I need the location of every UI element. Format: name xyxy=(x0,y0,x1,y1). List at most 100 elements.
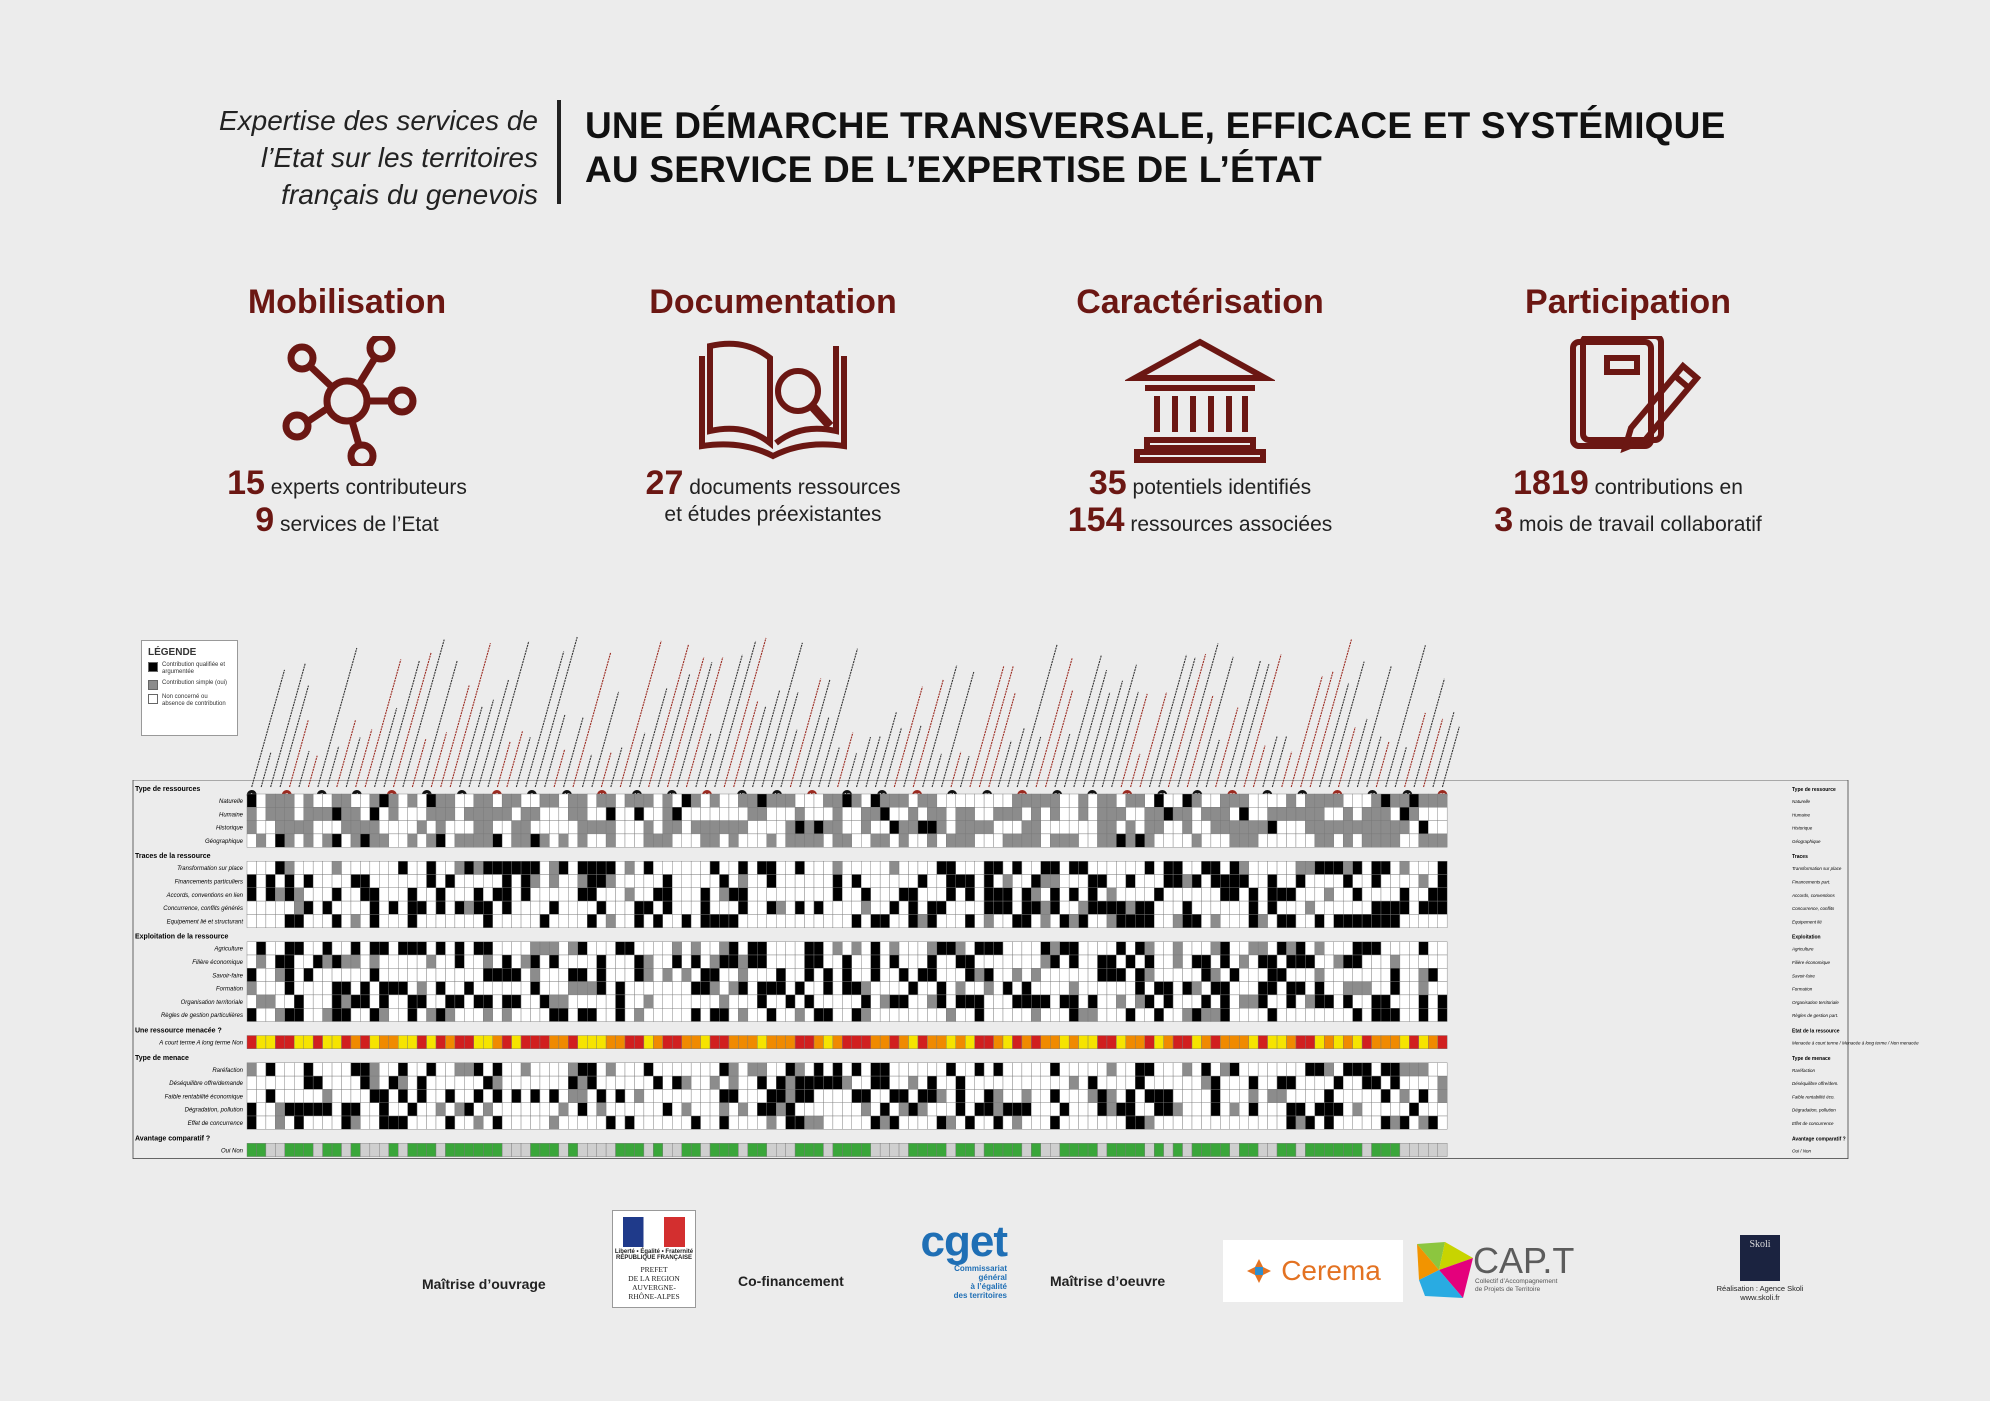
grid-cell xyxy=(1172,820,1183,835)
grid-cell xyxy=(530,793,541,808)
grid-cell xyxy=(1210,833,1221,848)
grid-cell xyxy=(700,793,711,808)
grid-cell xyxy=(341,874,352,889)
row-right-label: Raréfaction xyxy=(1792,1068,1816,1073)
grid-cell xyxy=(823,954,834,969)
cofinancement-label: Co-financement xyxy=(738,1273,844,1289)
grid-cell xyxy=(379,1102,389,1117)
grid-cell xyxy=(501,1035,512,1050)
grid-cell xyxy=(1125,954,1136,969)
grid-cell xyxy=(889,820,900,835)
grid-cell xyxy=(294,807,304,821)
grid-cell xyxy=(624,874,635,889)
grid-cell xyxy=(501,860,512,875)
grid-cell xyxy=(1248,1102,1259,1117)
grid-cell xyxy=(1305,994,1316,1009)
grid-cell xyxy=(341,1115,352,1130)
grid-cell xyxy=(672,860,682,875)
grid-cell xyxy=(275,807,286,821)
grid-cell xyxy=(728,793,739,808)
grid-cell xyxy=(246,833,257,848)
grid-cell xyxy=(1333,1007,1344,1022)
grid-cell xyxy=(1021,968,1032,982)
grid-cell xyxy=(1390,1115,1401,1130)
grid-cell xyxy=(407,941,418,956)
column-label xyxy=(1309,638,1353,788)
grid-cell xyxy=(776,833,786,848)
grid-cell xyxy=(568,994,578,1009)
grid-cell xyxy=(1257,1115,1268,1130)
grid-cell xyxy=(662,833,673,848)
grid-cell xyxy=(303,1115,314,1130)
grid-cell xyxy=(1220,941,1230,956)
grid-cell xyxy=(1210,994,1221,1009)
grid-cell xyxy=(549,954,560,969)
grid-cell xyxy=(549,1062,560,1077)
grid-cell xyxy=(1418,994,1429,1009)
grid-cell xyxy=(681,1115,692,1130)
grid-cell xyxy=(681,1007,692,1022)
grid-cell xyxy=(398,833,408,848)
grid-cell xyxy=(776,994,786,1009)
grid-cell xyxy=(596,1075,607,1090)
grid-cell xyxy=(1087,968,1098,982)
grid-cell xyxy=(1248,941,1259,956)
grid-cell xyxy=(1040,807,1051,821)
grid-cell xyxy=(312,833,323,848)
grid-cell xyxy=(511,887,522,902)
grid-cell xyxy=(917,833,928,848)
grid-cell xyxy=(700,1062,711,1077)
grid-cell xyxy=(662,860,673,875)
grid-cell xyxy=(1314,807,1325,821)
grid-cell xyxy=(1182,1062,1193,1077)
grid-cell xyxy=(794,887,805,902)
grid-cell xyxy=(709,941,720,956)
grid-cell xyxy=(1191,981,1202,996)
grid-cell xyxy=(1428,1089,1438,1103)
grid-cell xyxy=(501,981,512,996)
grid-cell xyxy=(294,1115,304,1130)
grid-cell xyxy=(1021,833,1032,848)
grid-cell xyxy=(303,1062,314,1077)
grid-cell xyxy=(1352,1075,1363,1090)
grid-cell xyxy=(870,807,881,821)
grid-cell xyxy=(1267,914,1278,928)
grid-cell xyxy=(681,1075,692,1090)
grid-cell xyxy=(549,1035,560,1050)
grid-cell xyxy=(492,900,503,915)
grid-cell xyxy=(672,1089,682,1103)
stat-line-2: et études préexistantes xyxy=(664,503,882,526)
grid-cell xyxy=(1144,994,1155,1009)
grid-cell xyxy=(1210,1062,1221,1077)
column-label xyxy=(1271,735,1288,788)
grid-cell xyxy=(275,1075,286,1090)
grid-cell xyxy=(1267,1102,1278,1117)
column-label xyxy=(912,679,944,788)
grid-cell xyxy=(1210,860,1221,875)
grid-cell xyxy=(501,1102,512,1117)
grid-cell xyxy=(1201,1143,1212,1157)
grid-cell xyxy=(1068,833,1079,848)
grid-cell xyxy=(1163,793,1174,808)
grid-cell xyxy=(1428,1102,1438,1117)
grid-cell xyxy=(813,968,824,982)
row-label: Règles de gestion particulières xyxy=(161,1013,243,1019)
column-label xyxy=(525,651,565,788)
grid-cell xyxy=(1342,1007,1353,1022)
network-icon xyxy=(272,333,422,471)
grid-cell xyxy=(690,820,701,835)
grid-cell xyxy=(908,1007,919,1022)
grid-cell xyxy=(709,968,720,982)
row-right-label: Agriculture xyxy=(1791,947,1814,952)
grid-cell xyxy=(1286,793,1297,808)
grid-cell xyxy=(1116,1089,1127,1103)
column-label xyxy=(714,640,757,788)
grid-cell xyxy=(813,981,824,996)
grid-cell xyxy=(605,1035,616,1050)
grid-cell xyxy=(1153,941,1164,956)
grid-cell xyxy=(1257,1035,1268,1050)
grid-cell xyxy=(1068,994,1079,1009)
grid-cell xyxy=(1342,833,1353,848)
grid-cell xyxy=(842,1007,852,1022)
grid-cell xyxy=(1078,1035,1089,1050)
